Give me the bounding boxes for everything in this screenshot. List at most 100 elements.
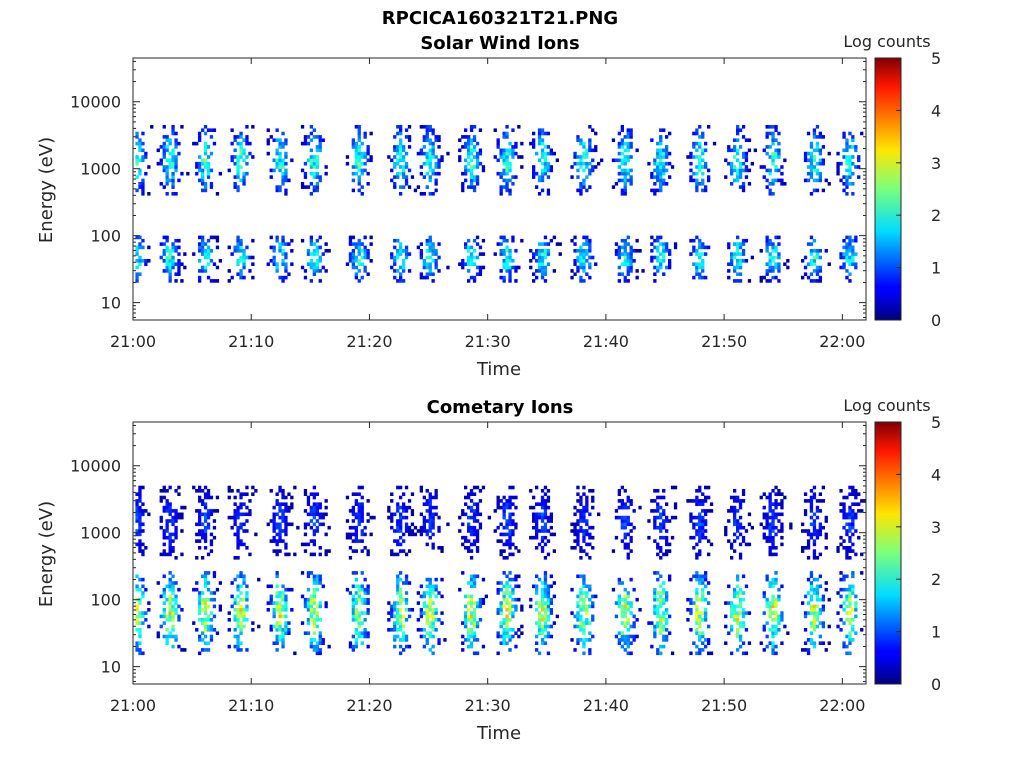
heatmap-cell bbox=[218, 581, 222, 585]
heatmap-cell bbox=[434, 249, 438, 253]
heatmap-cell bbox=[573, 539, 577, 543]
heatmap-cell bbox=[399, 591, 403, 595]
heatmap-cell bbox=[851, 525, 855, 530]
heatmap-cell bbox=[653, 168, 657, 173]
heatmap-cell bbox=[771, 131, 775, 136]
heatmap-cell bbox=[499, 539, 503, 543]
heatmap-cell bbox=[673, 242, 678, 246]
heatmap-cell bbox=[692, 171, 696, 176]
heatmap-cell bbox=[174, 489, 178, 493]
heatmap-cell bbox=[239, 495, 243, 500]
heatmap-cell bbox=[736, 631, 740, 635]
heatmap-cell bbox=[215, 279, 220, 283]
heatmap-cell bbox=[272, 158, 276, 163]
heatmap-cell bbox=[815, 141, 820, 146]
heatmap-cell bbox=[303, 185, 308, 189]
heatmap-cell bbox=[315, 529, 319, 533]
heatmap-cell bbox=[812, 529, 817, 533]
heatmap-cell bbox=[135, 161, 139, 166]
heatmap-cell bbox=[573, 546, 577, 550]
heatmap-cell bbox=[300, 141, 305, 146]
heatmap-cell bbox=[626, 135, 630, 139]
heatmap-cell bbox=[233, 509, 237, 513]
heatmap-cell bbox=[315, 509, 319, 513]
heatmap-cell bbox=[227, 515, 231, 520]
heatmap-cell bbox=[762, 492, 766, 496]
heatmap-cell bbox=[698, 125, 702, 129]
heatmap-cell bbox=[236, 535, 240, 540]
heatmap-cell bbox=[475, 651, 480, 656]
heatmap-cell bbox=[467, 631, 471, 635]
heatmap-cell bbox=[357, 128, 361, 132]
heatmap-cell bbox=[233, 175, 237, 179]
heatmap-cell bbox=[777, 614, 781, 619]
heatmap-cell bbox=[203, 161, 208, 166]
heatmap-cell bbox=[511, 182, 515, 186]
heatmap-cell bbox=[692, 525, 696, 530]
heatmap-cell bbox=[481, 168, 486, 173]
heatmap-cell bbox=[393, 634, 397, 639]
heatmap-cell bbox=[505, 542, 509, 547]
heatmap-cell bbox=[396, 252, 400, 256]
heatmap-cell bbox=[502, 509, 506, 513]
heatmap-cell bbox=[707, 651, 711, 656]
heatmap-cell bbox=[402, 634, 406, 639]
heatmap-cell bbox=[201, 269, 205, 273]
heatmap-cell bbox=[242, 542, 246, 547]
heatmap-cell bbox=[309, 601, 313, 605]
heatmap-cell bbox=[502, 235, 506, 240]
heatmap-cell bbox=[803, 512, 808, 517]
heatmap-cell bbox=[275, 525, 279, 530]
heatmap-cell bbox=[588, 125, 592, 129]
heatmap-cell bbox=[626, 128, 630, 132]
heatmap-cell bbox=[626, 155, 630, 159]
heatmap-cell bbox=[540, 549, 545, 553]
heatmap-cell bbox=[206, 525, 211, 530]
heatmap-cell bbox=[620, 252, 624, 256]
heatmap-cell bbox=[278, 614, 282, 619]
heatmap-cell bbox=[212, 519, 217, 523]
heatmap-cell bbox=[281, 502, 285, 506]
heatmap-cell bbox=[354, 608, 358, 612]
heatmap-cell bbox=[809, 165, 814, 169]
heatmap-cell bbox=[233, 618, 237, 622]
heatmap-cell bbox=[626, 604, 630, 609]
heatmap-cell bbox=[312, 581, 316, 585]
heatmap-cell bbox=[357, 618, 361, 622]
heatmap-cell bbox=[738, 638, 743, 642]
heatmap-cell bbox=[656, 624, 660, 629]
heatmap-cell bbox=[206, 245, 211, 250]
heatmap-cell bbox=[508, 539, 512, 543]
heatmap-cell bbox=[135, 618, 139, 622]
heatmap-cell bbox=[360, 549, 364, 553]
heatmap-cell bbox=[771, 509, 775, 513]
heatmap-cell bbox=[579, 628, 583, 632]
heatmap-cell bbox=[724, 601, 728, 605]
heatmap-cell bbox=[546, 631, 551, 635]
heatmap-cell bbox=[303, 525, 308, 530]
heatmap-cell bbox=[762, 148, 766, 153]
heatmap-cell bbox=[141, 584, 145, 589]
heatmap-cell bbox=[768, 608, 772, 612]
heatmap-cell bbox=[198, 597, 202, 602]
heatmap-cell bbox=[357, 168, 361, 173]
heatmap-cell bbox=[777, 587, 781, 592]
heatmap-cell bbox=[502, 532, 506, 537]
heatmap-cell bbox=[698, 614, 702, 619]
heatmap-cell bbox=[309, 571, 313, 575]
heatmap-cell bbox=[502, 618, 506, 622]
heatmap-cell bbox=[472, 608, 477, 612]
heatmap-cell bbox=[848, 556, 852, 560]
heatmap-cell bbox=[594, 131, 598, 136]
heatmap-cell bbox=[635, 269, 639, 273]
heatmap-cell bbox=[281, 584, 285, 589]
heatmap-cell bbox=[573, 272, 577, 276]
heatmap-cell bbox=[594, 594, 598, 599]
heatmap-cell bbox=[239, 604, 243, 609]
heatmap-cell bbox=[404, 577, 409, 582]
heatmap-cell bbox=[393, 185, 397, 189]
heatmap-cell bbox=[514, 522, 518, 527]
heatmap-cell bbox=[537, 175, 542, 179]
heatmap-cell bbox=[535, 515, 539, 520]
heatmap-cell bbox=[765, 151, 769, 156]
